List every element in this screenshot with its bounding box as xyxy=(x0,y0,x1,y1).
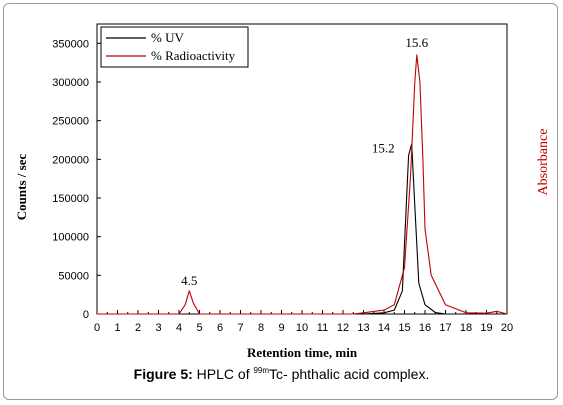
hplc-chart: 0 1 2 3 4 5 6 7 8 9 10 11 12 13 14 15 16 17 18 19 2005000010… xyxy=(14,23,551,360)
series-line-radioactivity xyxy=(97,54,508,315)
peak-label: 15.6 xyxy=(405,35,428,50)
x-tick-label: 12 xyxy=(337,322,349,334)
y-tick-label: 100000 xyxy=(52,232,89,244)
x-tick-label: 14 xyxy=(378,322,390,334)
x-tick-label: 5 xyxy=(196,322,202,334)
x-tick-label: 1 xyxy=(114,322,120,334)
figure-caption: Figure 5: HPLC of 99mTc- phthalic acid c… xyxy=(0,366,563,382)
series-line-uv xyxy=(97,143,507,315)
y-tick-label: 0 xyxy=(83,309,89,321)
x-tick-label: 11 xyxy=(317,322,328,334)
y-tick-label: 50000 xyxy=(58,270,89,282)
peak-label: 15.2 xyxy=(372,140,395,155)
legend-label: % UV xyxy=(151,30,184,45)
figure-frame xyxy=(3,3,558,400)
y-tick-label: 150000 xyxy=(52,193,89,205)
peak-label: 4.5 xyxy=(181,273,197,288)
y-tick-label: 350000 xyxy=(52,38,89,50)
x-tick-label: 18 xyxy=(460,322,472,334)
y-tick-label: 200000 xyxy=(52,154,89,166)
x-tick-label: 3 xyxy=(155,322,161,334)
legend-box xyxy=(100,26,249,68)
caption-superscript: 99m xyxy=(253,366,270,375)
x-tick-label: 20 xyxy=(501,322,513,334)
x-axis-label: Retention time, min xyxy=(247,345,358,360)
secondary-y-axis-label: Absorbance xyxy=(536,129,551,196)
x-tick-label: 8 xyxy=(258,322,264,334)
x-tick-label: 17 xyxy=(439,322,451,334)
x-tick-label: 2 xyxy=(135,322,141,334)
legend: % UV % Radioactivity xyxy=(100,26,249,68)
x-tick-label: 16 xyxy=(419,322,431,334)
x-tick-label: 9 xyxy=(278,322,284,334)
y-axis-label: Counts / sec xyxy=(14,154,29,221)
x-tick-label: 7 xyxy=(237,322,243,334)
x-tick-label: 4 xyxy=(176,322,182,334)
y-tick-label: 250000 xyxy=(52,116,89,128)
x-tick-label: 0 xyxy=(94,322,100,334)
x-tick-label: 15 xyxy=(398,322,410,334)
annotation-layer: 4.5 15.2 15.6 xyxy=(181,35,429,288)
caption-label: Figure 5: xyxy=(133,366,193,382)
caption-text-before: HPLC of xyxy=(192,366,254,382)
series-layer xyxy=(97,54,508,315)
x-tick-label: 6 xyxy=(217,322,223,334)
caption-text-after: Tc- phthalic acid complex. xyxy=(269,366,430,382)
legend-label: % Radioactivity xyxy=(151,48,236,63)
y-tick-label: 300000 xyxy=(52,77,89,89)
x-tick-label: 10 xyxy=(296,322,308,334)
x-tick-label: 19 xyxy=(480,322,492,334)
x-tick-label: 13 xyxy=(357,322,369,334)
chart-axes: 0 1 2 3 4 5 6 7 8 9 10 11 12 13 14 15 16 17 18 19 2005000010… xyxy=(52,23,513,334)
